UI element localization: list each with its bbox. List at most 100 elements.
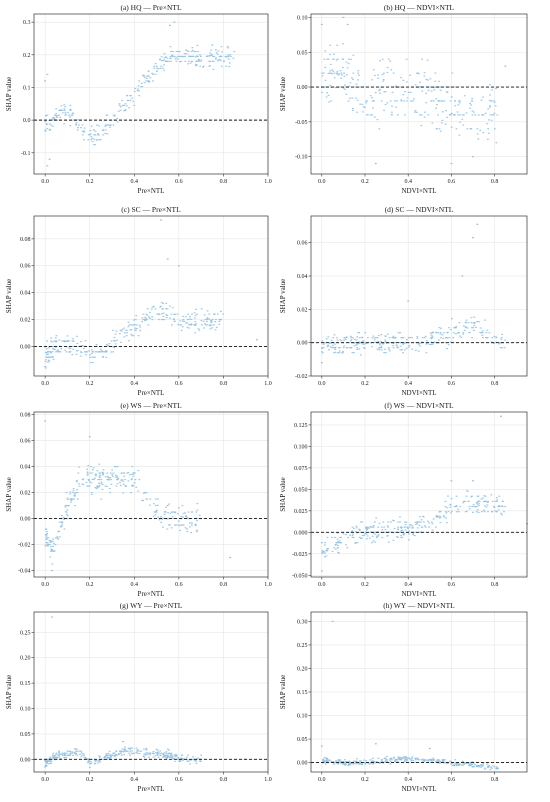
data-point <box>351 763 354 765</box>
data-point <box>170 313 173 315</box>
data-point <box>168 752 170 754</box>
data-point <box>407 337 410 339</box>
data-point <box>346 547 349 549</box>
data-point <box>89 133 92 135</box>
data-point <box>455 505 458 507</box>
data-point <box>99 756 101 758</box>
data-point <box>493 101 496 103</box>
plot-frame <box>33 611 269 773</box>
data-point <box>109 124 112 126</box>
data-point <box>74 753 77 755</box>
data-point <box>399 332 402 334</box>
data-point <box>436 760 438 762</box>
data-point <box>205 320 208 323</box>
data-point <box>396 100 398 102</box>
y-tick-label: 0.00 <box>297 341 308 347</box>
data-point <box>89 766 91 769</box>
data-point <box>487 766 489 769</box>
data-point <box>321 542 323 544</box>
data-point <box>190 318 193 321</box>
data-point <box>462 332 465 334</box>
data-point <box>221 51 223 53</box>
data-point <box>196 44 199 47</box>
x-tick-label: 0.8 <box>491 582 499 588</box>
data-point <box>446 337 449 339</box>
data-point <box>110 478 112 481</box>
data-point <box>61 522 64 524</box>
data-point <box>336 44 339 46</box>
data-point <box>177 323 180 326</box>
data-point <box>134 324 136 326</box>
data-point <box>432 86 435 89</box>
data-point <box>99 348 102 350</box>
data-point <box>177 524 179 526</box>
data-point <box>185 316 187 318</box>
data-point <box>173 524 176 526</box>
data-point <box>106 133 109 135</box>
data-point <box>61 524 64 526</box>
data-point <box>481 330 484 332</box>
data-point <box>166 57 169 59</box>
data-point <box>111 469 114 471</box>
data-point <box>332 70 335 72</box>
x-tick-label: 0.6 <box>175 179 183 185</box>
data-point <box>336 71 339 73</box>
x-tick-label: 0.2 <box>86 777 94 783</box>
data-point <box>174 756 177 758</box>
data-point <box>364 763 367 765</box>
data-point <box>213 313 216 315</box>
data-point <box>113 115 116 117</box>
data-point <box>342 533 345 535</box>
data-point <box>485 337 487 339</box>
data-point <box>119 109 122 111</box>
data-point <box>412 533 415 535</box>
data-point <box>132 752 135 754</box>
data-point <box>492 765 494 767</box>
data-point <box>81 345 84 347</box>
data-point <box>147 75 150 77</box>
data-point <box>130 478 133 481</box>
data-point <box>380 100 383 102</box>
data-point <box>101 483 104 485</box>
data-point <box>463 762 466 764</box>
data-point <box>65 491 68 494</box>
data-point <box>462 502 465 504</box>
data-point <box>437 332 440 334</box>
data-point <box>324 757 327 759</box>
data-point <box>459 114 462 116</box>
data-point <box>468 761 471 764</box>
data-point <box>92 478 95 481</box>
data-point <box>90 139 93 141</box>
data-point <box>439 516 442 518</box>
data-point <box>479 129 482 132</box>
data-point <box>455 511 458 513</box>
data-point <box>172 318 175 320</box>
data-point <box>69 754 71 756</box>
data-point <box>196 517 199 520</box>
data-point <box>192 756 194 758</box>
data-point <box>432 100 435 102</box>
data-point <box>472 327 475 329</box>
data-point <box>358 761 361 764</box>
data-point <box>186 50 188 52</box>
data-point <box>455 495 458 497</box>
data-point <box>44 351 47 354</box>
data-point <box>444 511 447 513</box>
data-point <box>324 760 327 762</box>
data-point <box>101 488 104 491</box>
data-point <box>471 327 473 329</box>
data-point <box>44 544 47 546</box>
data-point <box>81 134 84 136</box>
data-point <box>465 112 468 114</box>
data-point <box>132 473 135 475</box>
data-point <box>366 528 368 530</box>
data-point <box>109 126 111 128</box>
data-point <box>414 757 417 759</box>
data-point <box>366 535 369 537</box>
data-point <box>95 475 97 477</box>
data-point <box>484 768 487 770</box>
data-point <box>183 320 186 322</box>
data-point <box>401 349 403 351</box>
data-point <box>210 321 213 324</box>
data-point <box>91 137 94 139</box>
